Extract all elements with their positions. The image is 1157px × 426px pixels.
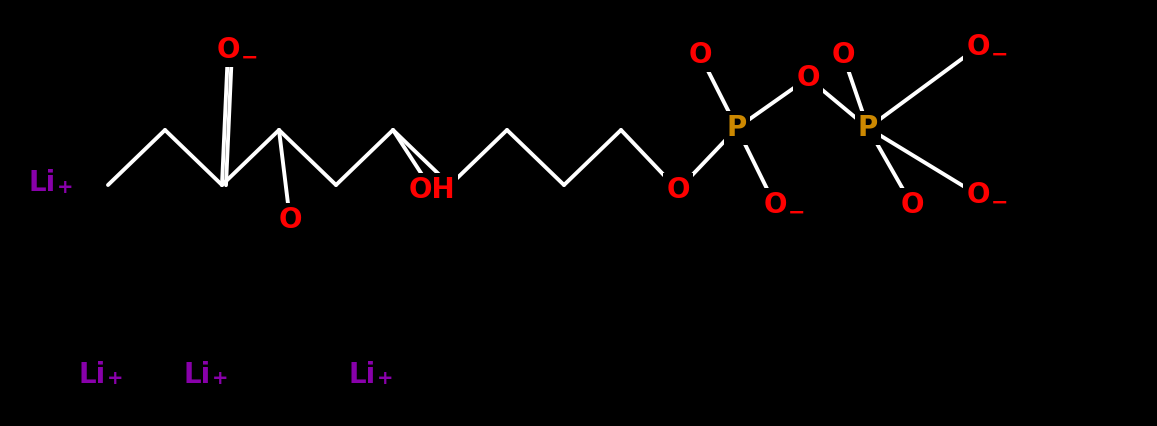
- Text: O: O: [278, 206, 302, 234]
- Text: O: O: [831, 41, 855, 69]
- Text: Li: Li: [183, 361, 211, 389]
- Text: −: −: [992, 45, 1009, 65]
- Text: O: O: [764, 191, 787, 219]
- Text: Li: Li: [348, 361, 376, 389]
- Text: OH: OH: [408, 176, 456, 204]
- Text: Li: Li: [79, 361, 105, 389]
- Text: O: O: [688, 41, 712, 69]
- Text: +: +: [106, 369, 124, 388]
- Text: O: O: [966, 33, 989, 61]
- Text: O: O: [796, 64, 820, 92]
- Text: −: −: [241, 48, 258, 68]
- Text: −: −: [992, 193, 1009, 213]
- Text: P: P: [857, 114, 878, 142]
- Text: P: P: [727, 114, 747, 142]
- Text: −: −: [788, 203, 805, 223]
- Text: O: O: [666, 176, 690, 204]
- Text: +: +: [57, 178, 74, 197]
- Text: +: +: [212, 369, 228, 388]
- Text: O: O: [900, 191, 923, 219]
- Text: O: O: [966, 181, 989, 209]
- Text: O: O: [216, 36, 239, 64]
- Text: Li: Li: [29, 169, 56, 197]
- Text: +: +: [377, 369, 393, 388]
